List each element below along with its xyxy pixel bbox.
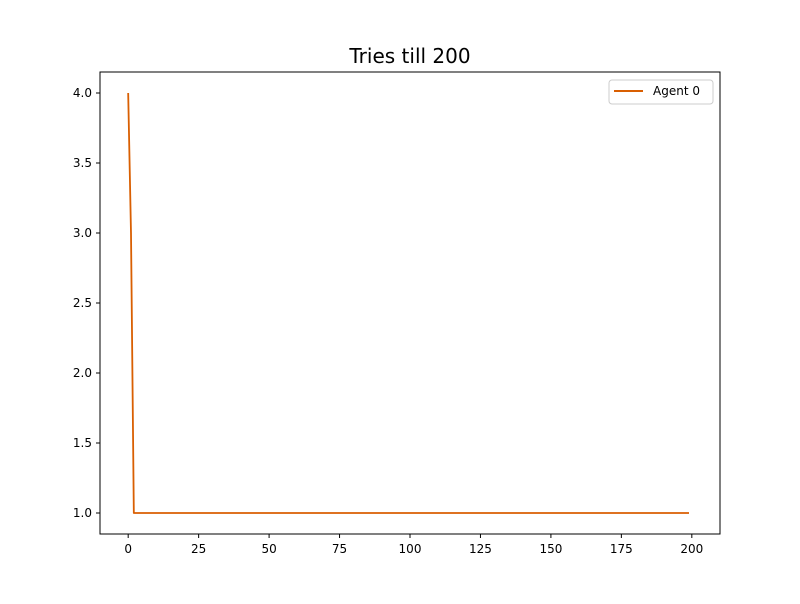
x-tick-label: 125 [469,542,492,556]
x-tick-label: 75 [332,542,347,556]
y-tick-label: 3.0 [73,226,92,240]
x-tick-label: 200 [680,542,703,556]
series-line-agent-0 [127,92,689,514]
plot-frame [99,71,721,535]
y-tick-label: 4.0 [73,86,92,100]
x-tick-label: 175 [610,542,633,556]
x-tick-label: 25 [191,542,206,556]
y-axis-ticks: 1.0 1.5 2.0 2.5 3.0 3.5 4.0 [73,86,100,520]
legend: Agent 0 [608,79,714,105]
x-tick-label: 100 [399,542,422,556]
chart-title: Tries till 200 [348,44,470,68]
series-layer [127,92,689,514]
y-tick-label: 3.5 [73,156,92,170]
x-tick-label: 50 [261,542,276,556]
x-tick-label: 150 [539,542,562,556]
y-tick-label: 2.5 [73,296,92,310]
x-axis-ticks: 0 25 50 75 100 125 150 175 200 [124,534,703,556]
x-tick-label: 0 [124,542,132,556]
legend-box [608,79,714,105]
legend-label-agent-0: Agent 0 [653,84,700,98]
y-tick-label: 1.5 [73,436,92,450]
y-tick-label: 2.0 [73,366,92,380]
y-tick-label: 1.0 [73,506,92,520]
